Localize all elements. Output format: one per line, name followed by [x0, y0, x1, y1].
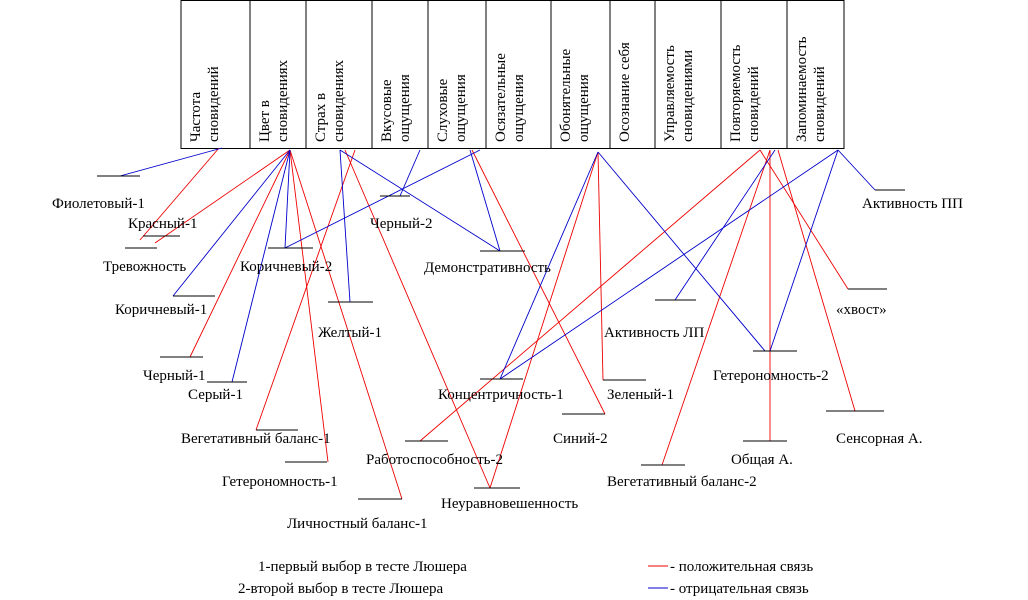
negative-link — [339, 149, 501, 252]
node-label: Серый-1 — [188, 387, 243, 403]
positive-link — [289, 149, 329, 463]
column-label: ощущения — [511, 74, 527, 142]
positive-link — [255, 149, 356, 431]
legend-note: 2-второй выбор в тесте Люшера — [238, 581, 444, 597]
node-label: Красный-1 — [128, 216, 197, 232]
column-label: Страх в — [313, 93, 329, 142]
column-label: сновидений — [206, 66, 222, 142]
column-label: ощущения — [576, 74, 592, 142]
node-label: Гетерономность-2 — [713, 368, 829, 384]
node-label: Активность ПП — [862, 196, 963, 212]
node-label: Коричневый-1 — [115, 302, 207, 318]
node-label: Синий-2 — [553, 431, 608, 447]
column-label: сновидениями — [680, 50, 696, 142]
column-label: сновидениях — [331, 59, 347, 142]
node-label: Фиолетовый-1 — [52, 196, 145, 212]
column-label: Частота — [188, 92, 204, 142]
positive-link — [471, 149, 606, 415]
node-label: Общая А. — [731, 452, 793, 468]
column-label: Осязательные — [493, 53, 509, 142]
node-label: Желтый-1 — [318, 325, 382, 341]
header-box — [180, 0, 845, 149]
node-label: Зеленый-1 — [607, 387, 674, 403]
column-label: сновидений — [812, 66, 828, 142]
column-label: Цвет в — [257, 100, 273, 142]
column-label: Управляемость — [662, 45, 678, 142]
node-label: Вегетативный баланс-2 — [607, 474, 757, 490]
positive-link — [489, 151, 599, 489]
positive-link — [759, 149, 849, 290]
negative-link — [339, 149, 351, 303]
node-label: Сенсорная А. — [836, 431, 922, 447]
legend-positive: - положительная связь — [670, 559, 813, 575]
positive-link — [289, 149, 403, 500]
node-label: Неуравновешенность — [441, 496, 578, 512]
node-label: Концентричность-1 — [438, 387, 564, 403]
negative-link — [284, 149, 481, 249]
negative-link — [469, 149, 501, 252]
negative-link — [837, 149, 876, 191]
column-label: Осознание себя — [617, 42, 633, 142]
negative-link — [769, 149, 839, 352]
legend-negative: - отрицательная связь — [670, 581, 809, 597]
node-label: Черный-1 — [143, 368, 206, 384]
negative-link — [674, 149, 776, 301]
negative-link — [284, 149, 291, 249]
column-label: Повторяемость — [728, 44, 744, 142]
positive-link — [344, 149, 491, 489]
legend-note: 1-первый выбор в тесте Люшера — [258, 559, 467, 575]
node-label: Работоспособность-2 — [366, 452, 503, 468]
positive-link — [139, 147, 220, 241]
column-label: Вкусовые — [379, 79, 395, 142]
positive-link — [597, 151, 604, 381]
column-label: сновидений — [746, 66, 762, 142]
node-label: Вегетативный баланс-1 — [181, 431, 331, 447]
negative-link — [499, 149, 839, 380]
negative-link — [119, 147, 223, 177]
positive-link — [419, 149, 761, 442]
negative-link — [231, 149, 291, 383]
positive-link — [154, 149, 291, 244]
negative-link — [499, 151, 599, 380]
node-label: Личностный баланс-1 — [287, 516, 428, 532]
negative-link — [172, 149, 291, 297]
node-label: «хвост» — [836, 302, 887, 318]
column-label: Слуховые — [435, 78, 451, 142]
negative-link — [597, 151, 766, 352]
node-label: Гетерономность-1 — [222, 474, 338, 490]
column-label: Обонятельные — [558, 48, 574, 142]
column-label: сновидениях — [275, 59, 291, 142]
positive-link — [661, 149, 771, 466]
column-label: ощущения — [453, 74, 469, 142]
node-label: Демонстративность — [424, 260, 551, 276]
node-label: Активность ЛП — [604, 325, 704, 341]
node-label: Коричневый-2 — [240, 259, 332, 275]
node-label: Тревожность — [103, 259, 186, 275]
column-label: Запоминаемость — [794, 36, 810, 142]
column-label: ощущения — [397, 74, 413, 142]
positive-link — [777, 149, 856, 412]
positive-link — [189, 149, 291, 358]
node-label: Черный-2 — [370, 216, 433, 232]
